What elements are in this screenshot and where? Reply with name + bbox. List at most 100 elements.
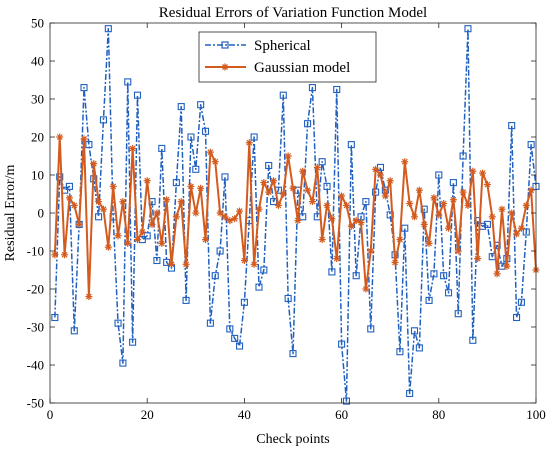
data-point — [435, 171, 443, 179]
data-point — [342, 201, 350, 209]
data-point — [216, 247, 224, 255]
legend-box — [198, 31, 377, 83]
data-point — [153, 209, 161, 217]
data-point — [143, 177, 151, 185]
data-point — [255, 283, 263, 291]
data-point — [474, 255, 482, 263]
data-point — [61, 251, 69, 259]
data-point — [415, 344, 423, 352]
data-point — [148, 220, 156, 228]
x-tick-label: 20 — [141, 407, 154, 422]
series-gaussian-model — [51, 133, 540, 301]
data-point — [202, 236, 210, 244]
data-point — [517, 298, 525, 306]
data-point — [211, 158, 219, 166]
data-point — [51, 251, 59, 259]
data-point — [85, 293, 93, 301]
data-point — [187, 133, 195, 141]
data-point — [236, 207, 244, 215]
data-point — [362, 285, 370, 293]
data-point — [168, 260, 175, 268]
data-point — [391, 258, 399, 266]
x-tick-label: 60 — [335, 407, 348, 422]
data-point — [133, 91, 142, 99]
data-point — [172, 213, 180, 221]
series-line-spherical — [54, 27, 537, 402]
data-point — [372, 188, 380, 196]
data-point — [90, 160, 98, 168]
data-point — [357, 219, 365, 226]
legend-marker-spherical — [221, 41, 229, 49]
data-point — [129, 144, 137, 152]
data-point — [328, 215, 336, 223]
data-point — [260, 179, 268, 187]
data-point — [425, 296, 433, 304]
data-point — [527, 186, 535, 194]
data-point — [454, 310, 462, 318]
x-tick-label: 100 — [526, 407, 546, 422]
y-tick-label: 30 — [31, 92, 44, 107]
data-point — [459, 152, 467, 160]
data-point — [406, 200, 414, 207]
y-tick-label: 20 — [31, 130, 44, 145]
data-point — [483, 181, 491, 188]
data-point — [95, 198, 103, 206]
data-point — [513, 313, 521, 322]
data-point — [109, 182, 117, 190]
data-point — [469, 336, 477, 344]
data-point — [342, 397, 351, 405]
data-point — [493, 270, 501, 278]
data-point — [65, 182, 73, 190]
data-point — [381, 192, 389, 200]
x-tick-label: 80 — [432, 407, 445, 422]
data-point — [206, 319, 214, 327]
data-point — [513, 230, 521, 238]
data-point — [459, 188, 467, 196]
data-point — [449, 179, 457, 187]
data-point — [270, 198, 278, 206]
data-point — [95, 213, 103, 221]
data-point — [201, 127, 210, 135]
data-point — [479, 169, 487, 177]
data-point — [401, 158, 409, 166]
y-axis-label: Residual Error/m — [3, 164, 18, 261]
data-point — [138, 228, 146, 236]
data-point — [158, 239, 166, 247]
data-point — [454, 247, 462, 255]
data-point — [250, 260, 258, 268]
data-point — [333, 255, 341, 263]
data-point — [386, 177, 394, 185]
data-point — [420, 220, 428, 228]
data-point — [75, 220, 83, 228]
data-point — [352, 272, 360, 280]
data-point — [362, 198, 370, 206]
tick-layer: 0 20 40 60 80 100 -50 -40 -30 -20 -10 0 10 20 30 40 50 — [27, 16, 546, 423]
data-point — [410, 327, 419, 335]
legend: Spherical Gaussian model — [198, 31, 377, 83]
y-tick-label: 50 — [31, 16, 44, 31]
x-tick-label: 0 — [47, 407, 54, 422]
data-point — [527, 141, 535, 149]
data-point — [333, 85, 341, 94]
data-point — [338, 192, 346, 200]
data-point — [274, 201, 282, 209]
data-point — [289, 184, 297, 192]
data-point — [308, 198, 316, 206]
data-point — [289, 350, 297, 358]
data-point — [119, 198, 127, 206]
data-point — [114, 232, 122, 240]
data-point — [347, 141, 355, 149]
data-point — [284, 152, 292, 160]
series-spherical — [51, 25, 540, 405]
data-point — [197, 101, 205, 109]
legend-marker-gaussian — [221, 63, 229, 71]
data-point — [508, 122, 516, 130]
data-point — [163, 196, 171, 204]
data-point — [143, 232, 151, 240]
data-point — [279, 190, 287, 198]
data-point — [65, 194, 73, 202]
data-point — [235, 342, 244, 350]
data-point — [221, 213, 229, 221]
data-point — [70, 327, 78, 335]
